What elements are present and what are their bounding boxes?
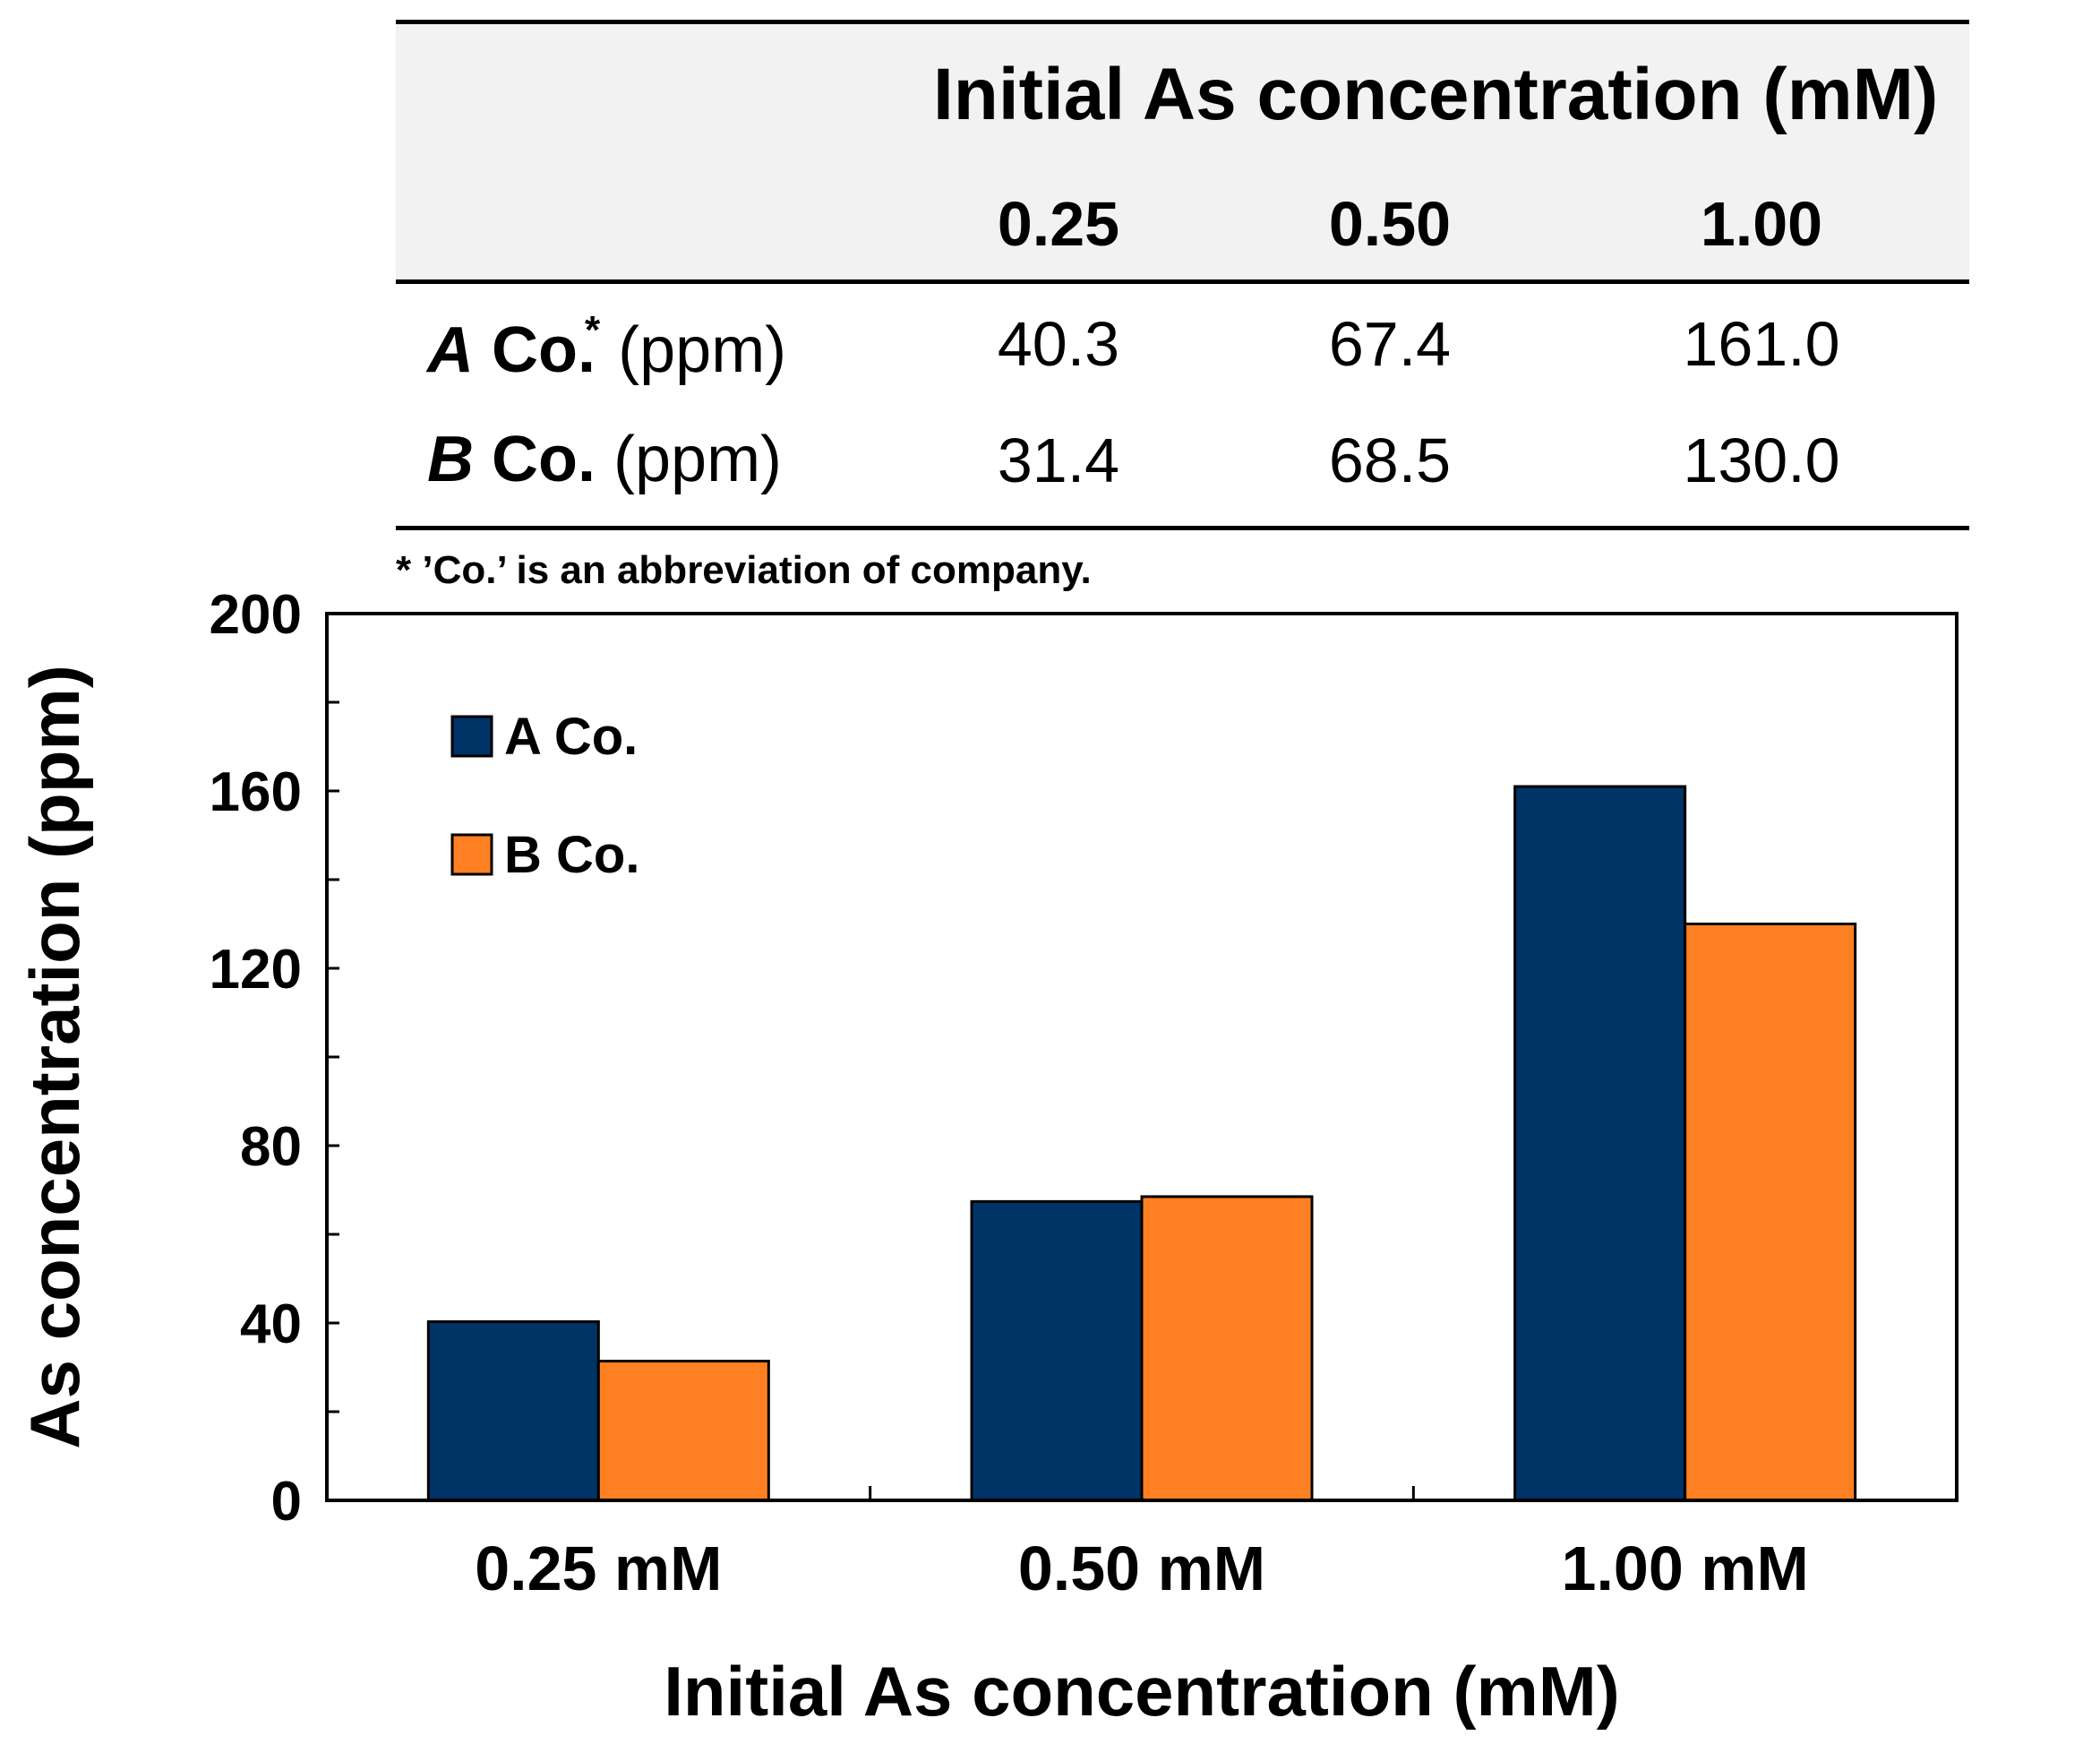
ticks-layer: 0 40 80 120 160 200 0.25 mM 0.50 mM 1.00 mM [210,584,1809,1603]
footnote-mark: * [585,308,601,352]
row-company: B [427,424,474,495]
y-tick-label: 160 [210,761,302,823]
table-footnote: * ’Co.’ is an abbreviation of company. [396,548,1092,592]
table-row: A Co.* (ppm) 40.3 67.4 161.0 [396,293,1969,400]
legend: A Co. B Co. [450,708,639,884]
row-unit: (ppm) [618,314,787,386]
bar-a-3 [1513,785,1687,1502]
table-body: A Co.* (ppm) 40.3 67.4 161.0 B Co. (ppm)… [396,284,1969,530]
x-axis-title: Initial As concentration (mM) [664,1652,1620,1731]
table-header: Initial As concentration (mM) 0.25 0.50 … [396,20,1969,284]
table-cell: 68.5 [1328,425,1452,495]
bar-b-2 [1140,1195,1314,1502]
bar-a-1 [426,1320,600,1502]
row-suffix: Co. [492,424,596,495]
table-col-header: 0.25 [997,189,1120,259]
table-col-header: 1.00 [1700,189,1823,259]
bar-b-3 [1684,923,1857,1502]
x-tick-label: 0.50 mM [1018,1534,1265,1603]
row-company: A [427,314,474,386]
row-suffix: Co. [492,314,596,386]
y-tick-label: 40 [240,1293,302,1355]
x-tick-label: 1.00 mM [1562,1534,1809,1603]
legend-label-b: B Co. [504,826,639,884]
data-table: Initial As concentration (mM) 0.25 0.50 … [396,20,1969,530]
table-group-header: Initial As concentration (mM) [933,54,1939,135]
table-col-header: 0.50 [1328,189,1452,259]
y-tick-label: 200 [210,584,302,646]
bars-layer [426,785,1857,1502]
legend-swatch-b [450,833,493,876]
bar-a-2 [970,1199,1144,1502]
legend-swatch-a [450,715,493,758]
bar-b-1 [596,1360,770,1502]
x-tick-label: 0.25 mM [475,1534,722,1603]
table-cell: 31.4 [997,425,1120,495]
y-tick-label: 0 [271,1471,302,1533]
legend-label-a: A Co. [504,708,638,766]
table-cell: 40.3 [997,309,1120,379]
row-label: B Co. (ppm) [427,427,782,492]
table-row: B Co. (ppm) 31.4 68.5 130.0 [396,409,1969,517]
table-cell: 67.4 [1328,309,1452,379]
y-tick-label: 80 [240,1116,302,1178]
table-cell: 130.0 [1683,425,1840,495]
y-tick-label: 120 [210,939,302,1001]
row-unit: (ppm) [613,424,783,495]
y-axis-title: As concentration (ppm) [15,665,94,1448]
table-cell: 161.0 [1683,309,1840,379]
row-label: A Co.* (ppm) [427,308,786,383]
